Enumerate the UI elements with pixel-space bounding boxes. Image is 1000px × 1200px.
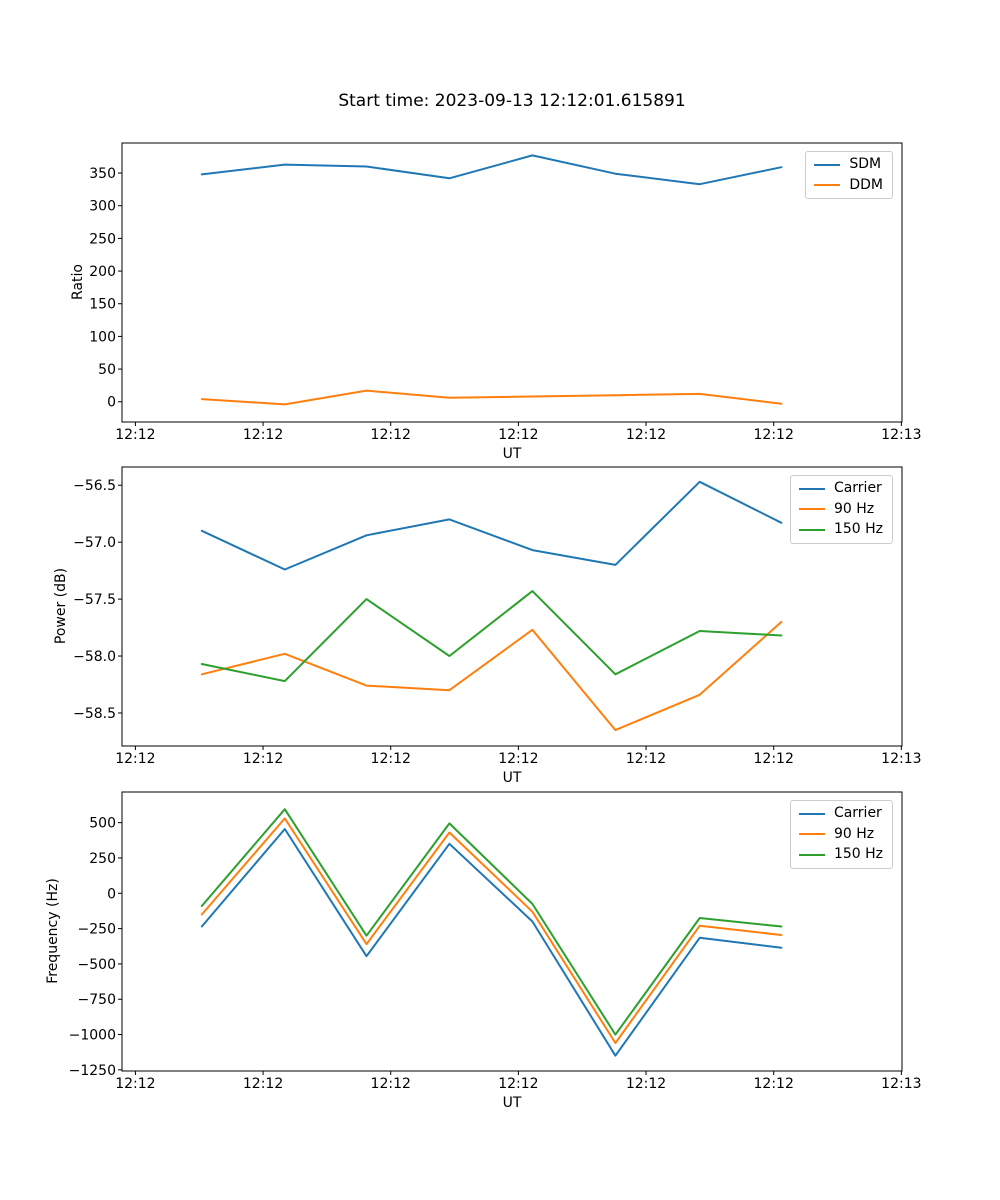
y-axis-tick-label: 0 (107, 395, 116, 411)
series-line-ddm (200, 389, 783, 406)
y-axis-tick-label: 150 (89, 297, 116, 313)
y-axis-tick-label: 0 (107, 886, 116, 902)
x-axis-tick-label: 12:12 (754, 751, 794, 767)
y-axis-tick-label: −250 (78, 922, 116, 938)
legend-line-sample-carrier (798, 487, 825, 490)
legend-frequency: Carrier 90 Hz 150 Hz (789, 800, 893, 869)
series-line-carrier (200, 828, 783, 1057)
y-axis-tick-label: 250 (89, 851, 116, 867)
y-axis-tick-label: 200 (89, 264, 116, 280)
y-axis-tick-label: 350 (89, 166, 116, 182)
legend-item-sdm: SDM (814, 156, 883, 174)
chart-power: 12:12 12:12 12:12 12:12 12:12 12:12 12:13 −56.5… (73, 466, 922, 767)
x-axis-tick-label: 12:13 (881, 427, 921, 443)
y-axis-tick-label: 100 (89, 329, 116, 345)
series-line-sdm (200, 154, 783, 186)
legend-line-sample-150-hz (798, 853, 825, 856)
y-axis-tick-label: 250 (89, 231, 116, 247)
y-axis-tick-label: −1000 (69, 1028, 116, 1044)
axes-frame-ratio (121, 142, 903, 423)
legend-label-150-hz: 150 Hz (833, 846, 883, 862)
x-axis-tick-label: 12:12 (243, 427, 283, 443)
x-axis-tick-label: 12:12 (498, 1076, 538, 1092)
legend-line-sample-carrier (798, 812, 825, 815)
y-axis-tick-label: −750 (78, 992, 116, 1008)
legend-item-150-hz: 150 Hz (798, 846, 883, 864)
legend-line-sample-sdm (814, 163, 841, 166)
y-axis-tick-label: 300 (89, 199, 116, 215)
series-line-90-hz (200, 620, 783, 732)
legend-label-carrier: Carrier (833, 480, 882, 496)
x-axis-tick-label: 12:12 (498, 751, 538, 767)
y-axis-tick-label: −57.0 (73, 535, 116, 551)
legend-line-sample-ddm (814, 184, 841, 187)
chart-ratio: 12:12 12:12 12:12 12:12 12:12 12:12 12:13 0 50 10… (89, 142, 922, 443)
legend-line-sample-90-hz (798, 833, 825, 836)
y-axis-tick-label: −500 (78, 957, 116, 973)
legend-item-ddm: DDM (814, 177, 883, 195)
legend-item-carrier: Carrier (798, 480, 883, 498)
x-axis-tick-label: 12:12 (243, 751, 283, 767)
x-axis-tick-label: 12:12 (626, 427, 666, 443)
y-axis-tick-label: −57.5 (73, 592, 116, 608)
x-axis-tick-label: 12:12 (115, 427, 155, 443)
legend-line-sample-150-hz (798, 528, 825, 531)
x-axis-tick-label: 12:13 (881, 751, 921, 767)
x-axis-tick-label: 12:12 (115, 1076, 155, 1092)
legend-line-sample-90-hz (798, 508, 825, 511)
legend-label-ddm: DDM (849, 176, 883, 193)
legend-label-150-hz: 150 Hz (833, 521, 883, 537)
legend-item-150-hz: 150 Hz (798, 521, 883, 539)
legend-item-carrier: Carrier (798, 805, 883, 823)
legend-item-90-hz: 90 Hz (798, 825, 883, 844)
x-axis-tick-label: 12:12 (371, 751, 411, 767)
y-axis-tick-label: −58.5 (73, 706, 116, 722)
ut-axis-label-top: UT (502, 446, 522, 462)
y-axis-tick-label: 500 (89, 816, 116, 832)
series-line-150-hz (200, 590, 783, 683)
series-line-90-hz (200, 817, 783, 1044)
axes-frame-frequency (121, 791, 903, 1072)
axes-frame-power (121, 466, 903, 747)
x-axis-tick-label: 12:13 (881, 1076, 921, 1092)
figure-title: Start time: 2023-09-13 12:12:01.615891 (338, 91, 686, 111)
y-axis-tick-label: −1250 (69, 1063, 116, 1079)
power-axis-label: Power (dB) (53, 567, 69, 645)
x-axis-tick-label: 12:12 (243, 1076, 283, 1092)
legend-ratio: SDM DDM (805, 151, 893, 199)
legend-label-90-hz: 90 Hz (833, 825, 875, 842)
legend-label-carrier: Carrier (833, 805, 882, 821)
x-axis-tick-label: 12:12 (498, 427, 538, 443)
chart-frequency: 12:12 12:12 12:12 12:12 12:12 12:12 12:13 500 25… (69, 791, 922, 1092)
x-axis-tick-label: 12:12 (754, 427, 794, 443)
series-line-carrier (200, 480, 783, 571)
y-axis-tick-label: −58.0 (73, 649, 116, 665)
y-axis-tick-label: 50 (98, 362, 116, 378)
legend-label-sdm: SDM (849, 156, 882, 172)
ut-axis-label-bottom: UT (502, 1095, 522, 1111)
frequency-axis-label: Frequency (Hz) (45, 878, 61, 984)
x-axis-tick-label: 12:12 (626, 751, 666, 767)
legend-item-90-hz: 90 Hz (798, 500, 883, 519)
legend-power: Carrier 90 Hz 150 Hz (789, 475, 893, 544)
ratio-axis-label: Ratio (70, 264, 86, 300)
legend-label-90-hz: 90 Hz (833, 500, 875, 517)
x-axis-tick-label: 12:12 (754, 1076, 794, 1092)
x-axis-tick-label: 12:12 (371, 1076, 411, 1092)
x-axis-tick-label: 12:12 (115, 751, 155, 767)
x-axis-tick-label: 12:12 (626, 1076, 666, 1092)
y-axis-tick-label: −56.5 (73, 478, 116, 494)
series-line-150-hz (200, 808, 783, 1036)
x-axis-tick-label: 12:12 (371, 427, 411, 443)
ut-axis-label-middle: UT (502, 770, 522, 786)
